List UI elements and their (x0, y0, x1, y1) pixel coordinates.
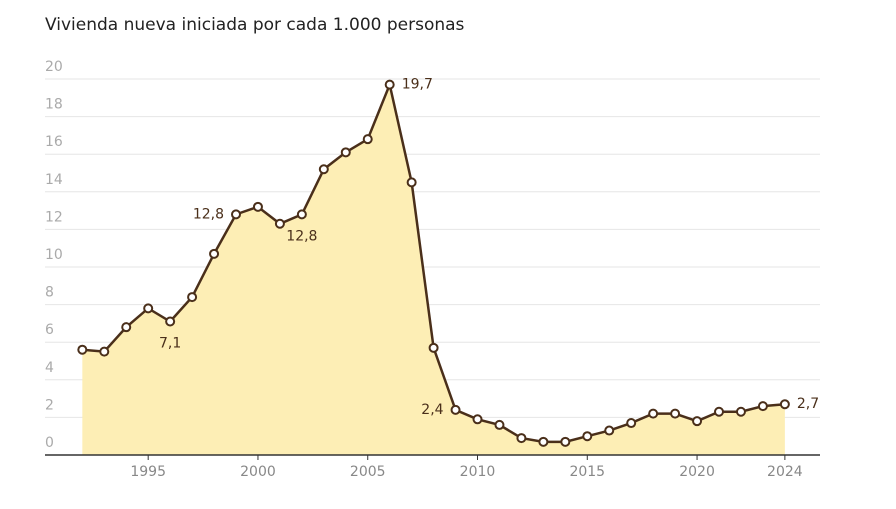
point (450, 404, 461, 415)
point (582, 431, 593, 442)
point (626, 418, 637, 429)
data-label: 12,8 (286, 228, 317, 244)
point (340, 147, 351, 158)
point (428, 342, 439, 353)
data-label: 12,8 (193, 206, 224, 222)
y-tick-label: 6 (45, 322, 54, 338)
y-tick-label: 20 (45, 59, 63, 75)
point (538, 436, 549, 447)
y-tick-label: 4 (45, 360, 54, 376)
data-label: 7,1 (159, 336, 181, 352)
point (406, 177, 417, 188)
point (77, 344, 88, 355)
point (516, 433, 527, 444)
x-tick-label: 1995 (130, 464, 166, 480)
x-tick-label: 2005 (350, 464, 386, 480)
point (209, 248, 220, 259)
data-label: 2,7 (797, 396, 819, 412)
y-tick-label: 10 (45, 247, 63, 263)
point (318, 164, 329, 175)
x-tick-label: 2010 (460, 464, 496, 480)
point (274, 218, 285, 229)
y-tick-label: 0 (45, 435, 54, 451)
point (296, 209, 307, 220)
y-tick-label: 14 (45, 172, 63, 188)
x-tick-label: 2015 (569, 464, 605, 480)
point (779, 399, 790, 410)
y-tick-label: 8 (45, 285, 54, 301)
point (362, 134, 373, 145)
y-tick-label: 12 (45, 209, 63, 225)
point (560, 436, 571, 447)
point (231, 209, 242, 220)
point (757, 401, 768, 412)
point (99, 346, 110, 357)
point (165, 316, 176, 327)
y-tick-label: 16 (45, 134, 63, 150)
point (472, 414, 483, 425)
point (252, 201, 263, 212)
point (670, 408, 681, 419)
point (714, 406, 725, 417)
point (187, 292, 198, 303)
area-fill (82, 84, 785, 455)
point (604, 425, 615, 436)
x-tick-label: 2024 (767, 464, 803, 480)
point (494, 419, 505, 430)
point (735, 406, 746, 417)
point (692, 416, 703, 427)
x-tick-label: 2020 (679, 464, 715, 480)
data-label: 19,7 (402, 77, 433, 93)
point (121, 322, 132, 333)
data-label: 2,4 (421, 402, 443, 418)
chart-title: Vivienda nueva iniciada por cada 1.000 p… (45, 15, 465, 35)
point (143, 303, 154, 314)
y-tick-label: 18 (45, 97, 63, 113)
y-tick-label: 2 (45, 397, 54, 413)
point (648, 408, 659, 419)
x-tick-label: 2000 (240, 464, 276, 480)
point (384, 79, 395, 90)
